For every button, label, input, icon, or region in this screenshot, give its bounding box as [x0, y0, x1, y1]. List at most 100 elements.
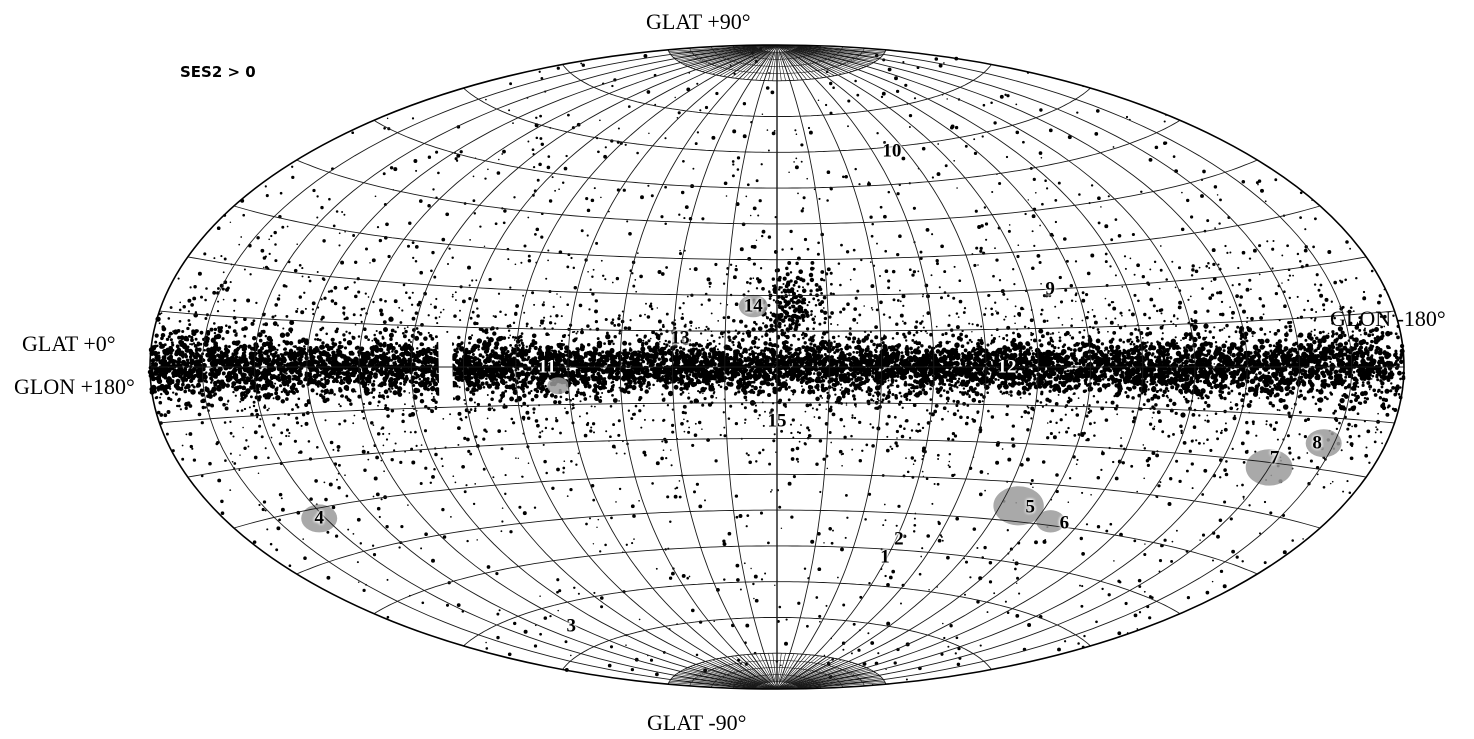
- source-point: [762, 381, 765, 385]
- source-point: [293, 345, 297, 349]
- source-point: [847, 352, 852, 357]
- source-point: [573, 359, 577, 363]
- source-point: [578, 369, 581, 372]
- source-point: [373, 337, 378, 342]
- source-point: [767, 392, 772, 398]
- source-point: [1368, 384, 1373, 389]
- source-point: [1006, 404, 1010, 408]
- source-point: [514, 336, 518, 340]
- source-point: [396, 355, 400, 360]
- source-point: [1121, 374, 1124, 378]
- source-point: [1315, 388, 1319, 392]
- source-point: [579, 346, 585, 352]
- source-point: [1326, 383, 1331, 388]
- source-point: [1031, 352, 1036, 356]
- source-point: [1132, 385, 1137, 390]
- source-point: [243, 334, 247, 338]
- source-point: [923, 390, 928, 396]
- source-point: [583, 370, 588, 375]
- source-point: [382, 320, 387, 324]
- source-point: [1267, 371, 1271, 375]
- source-point: [753, 385, 758, 391]
- source-point: [778, 351, 783, 355]
- source-point: [847, 357, 851, 361]
- source-point: [1335, 343, 1338, 346]
- source-point: [500, 396, 503, 400]
- source-point: [1389, 389, 1393, 393]
- source-point: [1361, 383, 1365, 387]
- source-point: [506, 375, 510, 380]
- source-point: [1226, 370, 1229, 373]
- source-point: [1339, 397, 1345, 404]
- source-point: [1146, 398, 1151, 403]
- source-point: [1181, 336, 1186, 340]
- source-point: [412, 384, 416, 387]
- source-point: [1102, 372, 1107, 377]
- source-point: [1353, 387, 1357, 391]
- source-point: [1394, 349, 1398, 353]
- source-point: [221, 362, 226, 367]
- source-point: [978, 359, 982, 364]
- source-point: [820, 375, 824, 379]
- source-point: [895, 384, 900, 389]
- source-point: [157, 373, 162, 378]
- source-point: [1268, 354, 1272, 359]
- source-point: [321, 383, 327, 389]
- source-point: [225, 383, 230, 388]
- source-point: [1316, 346, 1321, 351]
- source-point: [190, 351, 195, 356]
- source-point: [591, 357, 597, 363]
- source-point: [1207, 364, 1214, 371]
- source-point: [1002, 337, 1006, 340]
- source-point: [612, 383, 615, 387]
- source-point: [1304, 338, 1308, 342]
- source-point: [913, 375, 917, 378]
- source-point: [564, 345, 570, 351]
- source-point: [318, 338, 322, 342]
- source-point: [1083, 378, 1088, 383]
- source-point: [271, 352, 277, 358]
- source-point: [286, 379, 292, 384]
- source-point: [509, 344, 512, 347]
- source-point: [751, 339, 757, 345]
- source-point: [1334, 369, 1339, 374]
- source-point: [1274, 376, 1279, 382]
- source-point: [1186, 356, 1190, 360]
- source-point: [831, 335, 836, 340]
- source-point: [345, 387, 350, 392]
- source-point: [1299, 389, 1303, 393]
- source-point: [330, 337, 335, 342]
- source-point: [333, 393, 336, 396]
- source-point: [1219, 360, 1222, 363]
- source-point: [999, 390, 1003, 394]
- source-point: [763, 341, 768, 346]
- source-point: [855, 350, 859, 355]
- source-point: [1317, 407, 1322, 412]
- source-point: [815, 396, 820, 402]
- source-point: [480, 381, 485, 386]
- source-point: [979, 393, 984, 397]
- source-point: [797, 337, 801, 341]
- source-point: [165, 337, 170, 342]
- source-point: [398, 344, 402, 348]
- source-point: [1226, 355, 1231, 359]
- source-point: [1150, 353, 1154, 357]
- source-point: [1100, 354, 1105, 358]
- source-point: [1031, 381, 1037, 386]
- source-point: [518, 344, 521, 347]
- source-point: [346, 339, 353, 346]
- source-point: [531, 378, 534, 382]
- source-point: [827, 385, 832, 389]
- source-point: [1373, 393, 1378, 397]
- source-point: [587, 384, 592, 389]
- source-point: [456, 342, 462, 348]
- source-point: [412, 380, 416, 384]
- source-point: [275, 394, 281, 401]
- source-point: [1314, 348, 1318, 353]
- source-point: [285, 397, 289, 401]
- source-point: [272, 321, 278, 326]
- source-point: [1073, 348, 1077, 353]
- source-point: [1317, 397, 1324, 403]
- source-point: [522, 393, 527, 398]
- source-point: [1175, 350, 1182, 357]
